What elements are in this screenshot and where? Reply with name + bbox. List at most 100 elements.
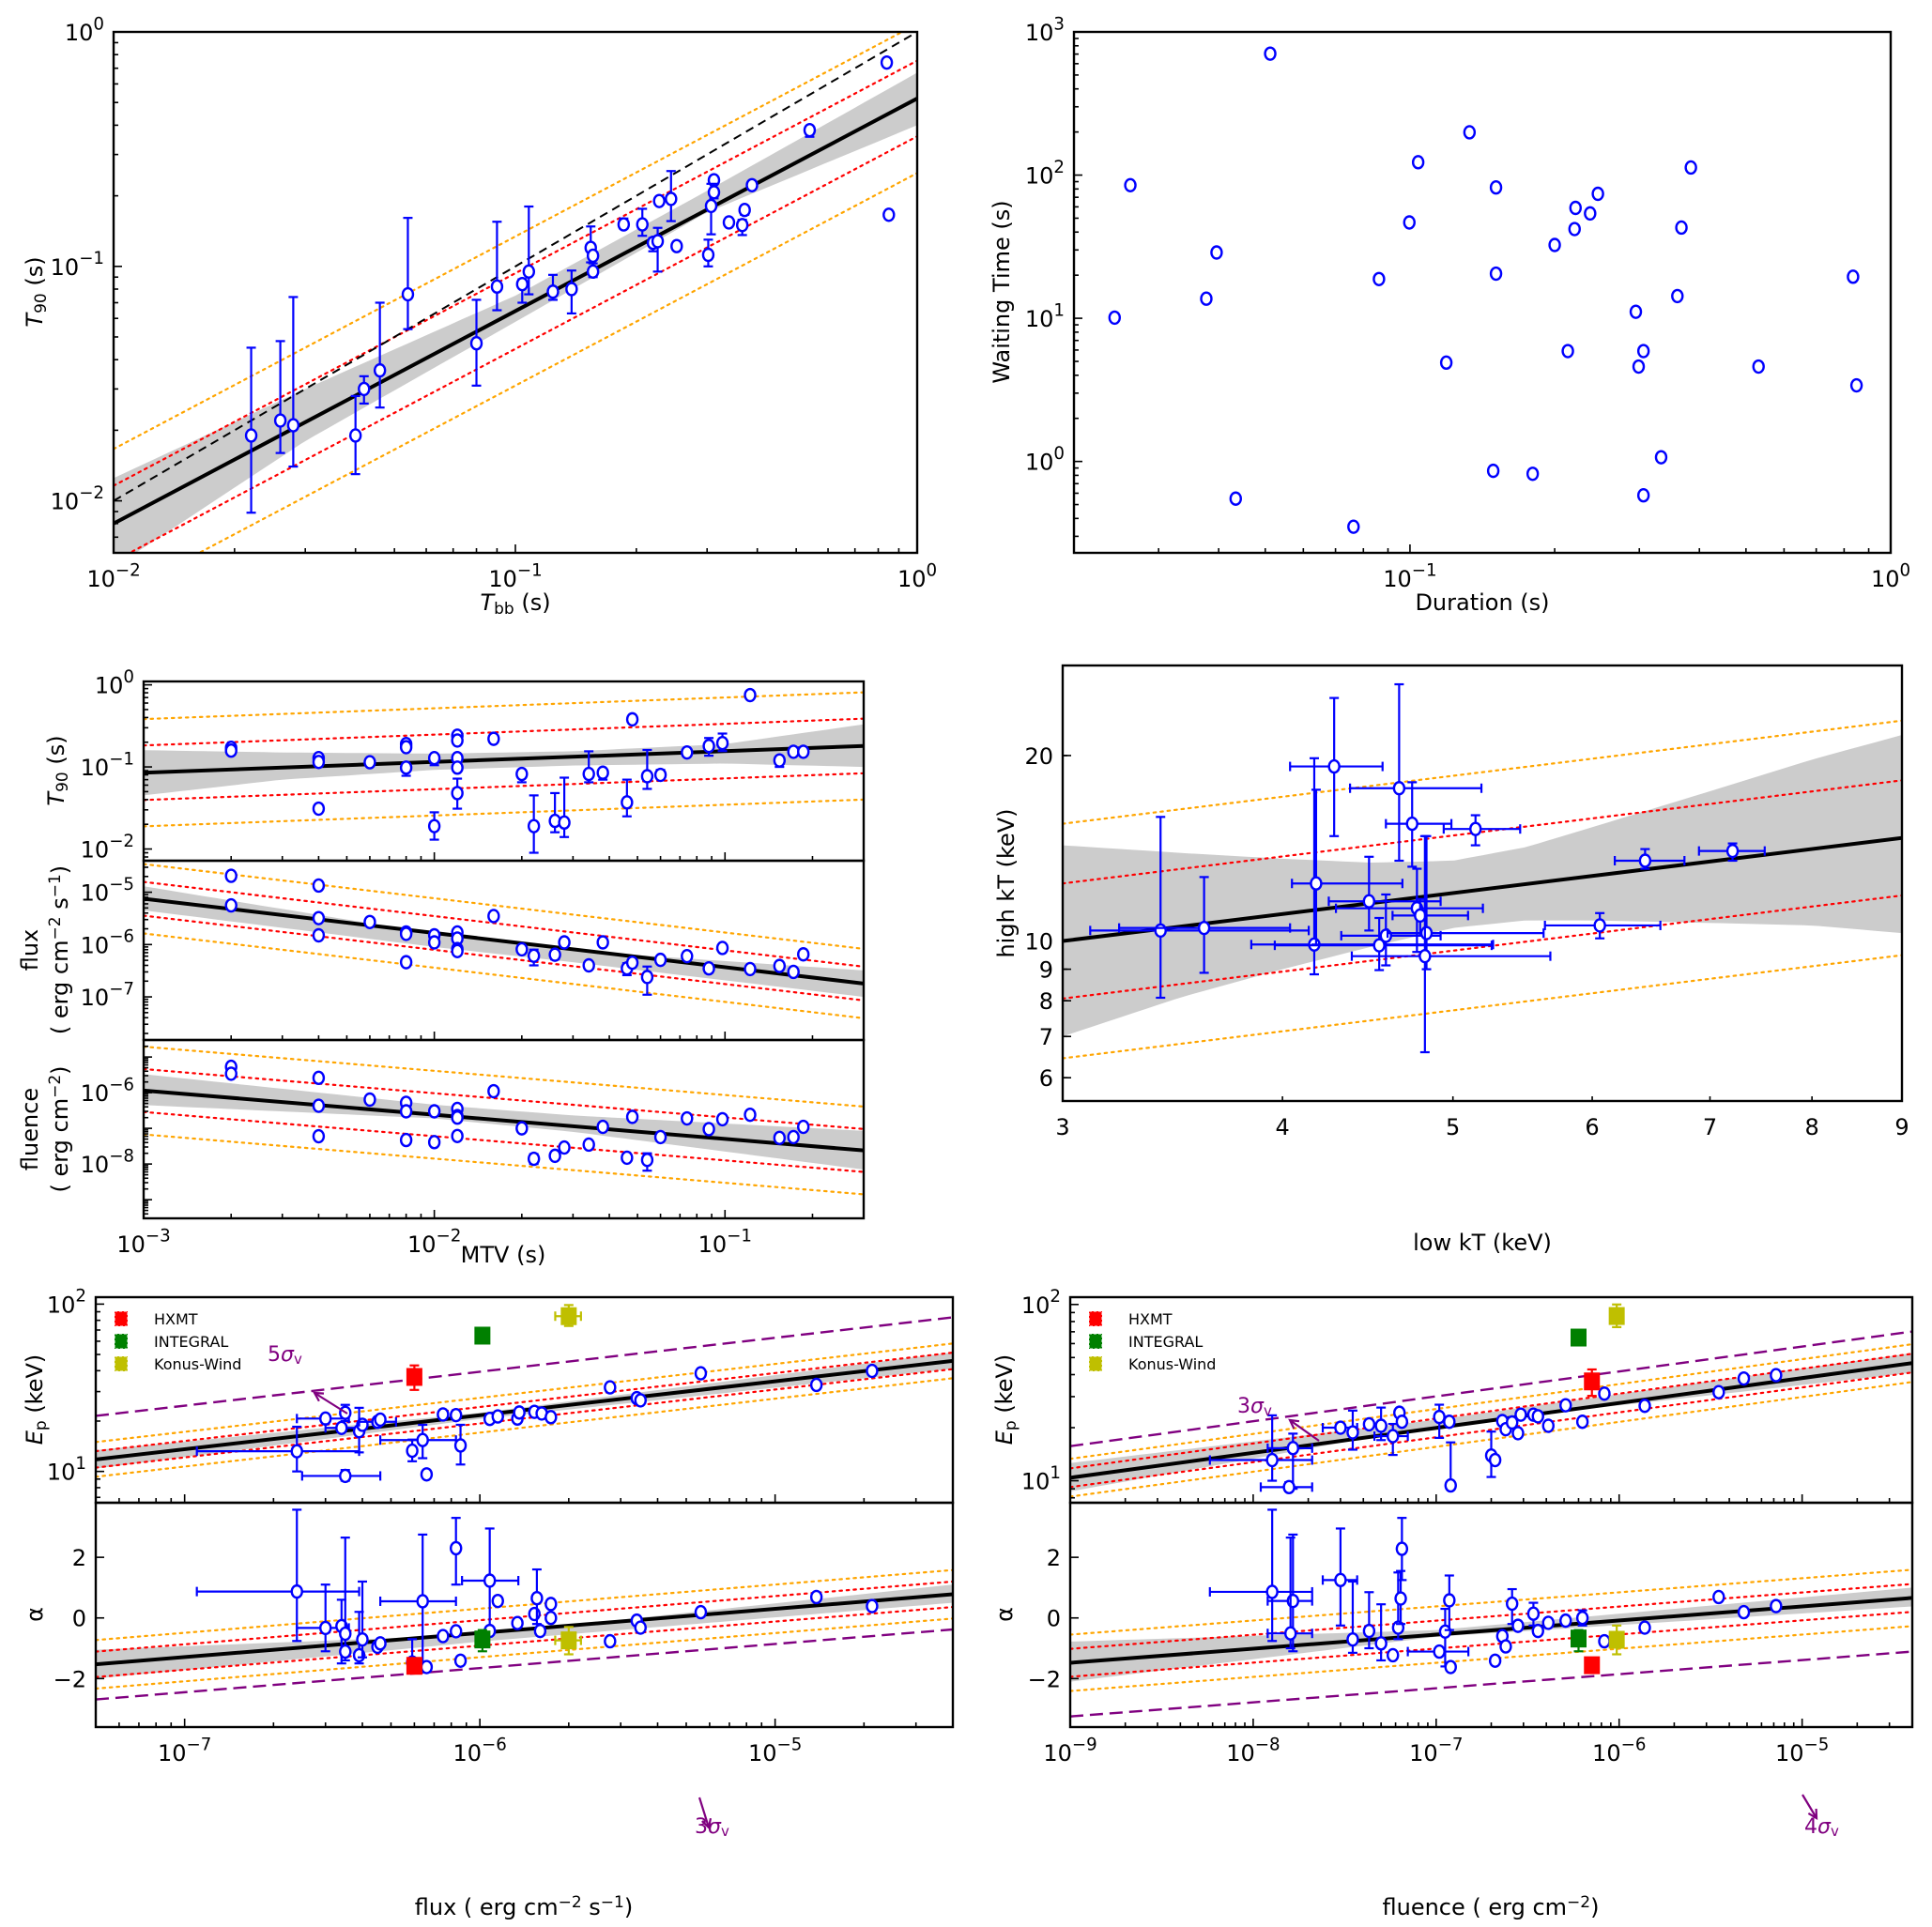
data-point [451, 1109, 464, 1125]
y-tick-label: 10−5 [81, 875, 134, 907]
series-bursts [195, 1363, 879, 1484]
data-point [1362, 894, 1376, 909]
chart-mtv_t90: 10−2 10−1 100 T90 (s) [43, 667, 866, 864]
data-point [640, 970, 654, 985]
plot-area [144, 863, 864, 1019]
data-point [558, 815, 571, 831]
data-point [312, 910, 326, 925]
data-point [416, 1432, 429, 1447]
annotation-arrow [1289, 1419, 1320, 1442]
upper-bound-2 [144, 1045, 864, 1109]
data-point [363, 914, 376, 929]
data-point [1506, 1415, 1519, 1430]
data-point [363, 1092, 376, 1108]
data-point [1469, 821, 1482, 836]
data-point [773, 958, 787, 973]
axes-frame [94, 1501, 955, 1729]
y-tick-label: 100 [95, 667, 134, 699]
data-point [490, 279, 504, 295]
data-point [1265, 1584, 1279, 1599]
data-point [527, 948, 541, 963]
data-point [1387, 1647, 1400, 1663]
x-tick-label: 10−9 [1043, 1735, 1096, 1766]
data-point [596, 765, 609, 780]
x-tick-label: 9 [1894, 1114, 1909, 1140]
data-point [621, 1150, 634, 1166]
data-point [1200, 291, 1213, 306]
x-tick-label: 10−1 [698, 1226, 752, 1258]
arrow-head-icon [313, 1391, 325, 1402]
data-point [1548, 237, 1561, 252]
data-point [399, 1104, 413, 1119]
data-point [527, 818, 541, 834]
lower-bound-2 [1063, 954, 1902, 1060]
x-tick-label: 10−7 [158, 1735, 211, 1766]
data-point [1684, 160, 1697, 176]
data-point [604, 1380, 617, 1395]
data-point [451, 943, 464, 958]
y-axis-label: α [991, 1607, 1018, 1622]
data-point [640, 769, 654, 784]
series-bursts [1208, 1508, 1783, 1675]
upper-bound-2 [144, 691, 864, 721]
series-integral [474, 1629, 491, 1653]
data-point [558, 1139, 571, 1155]
data-point [406, 1443, 419, 1459]
lower-bound-1 [1063, 894, 1902, 1000]
data-point [1488, 1653, 1502, 1668]
data-point [358, 381, 371, 397]
data-point [1379, 928, 1392, 943]
x-axis-label: low kT (keV) [1413, 1230, 1552, 1256]
data-point [1362, 1623, 1376, 1639]
data-point [738, 203, 751, 218]
data-point [451, 760, 464, 775]
data-point [1433, 1409, 1446, 1425]
fit-line [144, 743, 864, 775]
data-point [312, 878, 326, 894]
data-point [399, 955, 413, 970]
data-point [1526, 1606, 1541, 1621]
data-point [1414, 908, 1427, 924]
data-point [1489, 266, 1503, 282]
series-konus-wind [554, 1304, 582, 1327]
data-point [335, 1420, 348, 1435]
series-bursts [1108, 46, 1863, 534]
series-hxmt [1584, 1368, 1601, 1398]
data-point [636, 217, 649, 232]
data-point-konus-wind [1608, 1307, 1625, 1325]
data-point [1463, 125, 1477, 140]
sigma-line [1070, 1650, 1912, 1718]
annotation-arrow [1802, 1794, 1817, 1819]
data-point [1499, 1639, 1512, 1654]
legend-swatch [1088, 1355, 1103, 1372]
data-point [1154, 923, 1167, 939]
data-point [511, 1615, 524, 1630]
data-point [544, 1597, 558, 1612]
y-tick-label: 6 [1039, 1065, 1053, 1092]
data-point [582, 957, 595, 973]
y-tick-label: 101 [1025, 300, 1065, 332]
data-point [1346, 1631, 1359, 1647]
data-point [546, 284, 560, 299]
data-point [1725, 843, 1740, 859]
data-point [1362, 1416, 1376, 1432]
plot-area [1070, 1303, 1912, 1498]
lower-bound-1 [1070, 1611, 1912, 1678]
sigma-line [96, 1316, 953, 1417]
data-point [1531, 1623, 1544, 1639]
data-point-integral [474, 1326, 491, 1345]
data-point [1636, 344, 1650, 359]
data-point [1264, 46, 1277, 61]
data-point [1629, 304, 1643, 319]
data-point [745, 177, 759, 192]
data-point [1632, 359, 1646, 375]
data-point [744, 961, 757, 977]
data-point [1395, 1541, 1409, 1556]
chart-fluence_alpha: −2 0 2 10−9 10−8 10−7 10−6 10−5 fluence ( erg cm… [991, 1501, 1914, 1920]
data-point [1387, 1429, 1400, 1444]
data-point [694, 1604, 708, 1620]
ticks [143, 683, 865, 861]
chart-fluence_ep: 101 102 Ep (keV) HXMT INTEGRAL Konus-Wind 3σv [991, 1287, 1914, 1505]
y-tick-label: 100 [65, 14, 104, 46]
data-point [312, 1098, 326, 1113]
